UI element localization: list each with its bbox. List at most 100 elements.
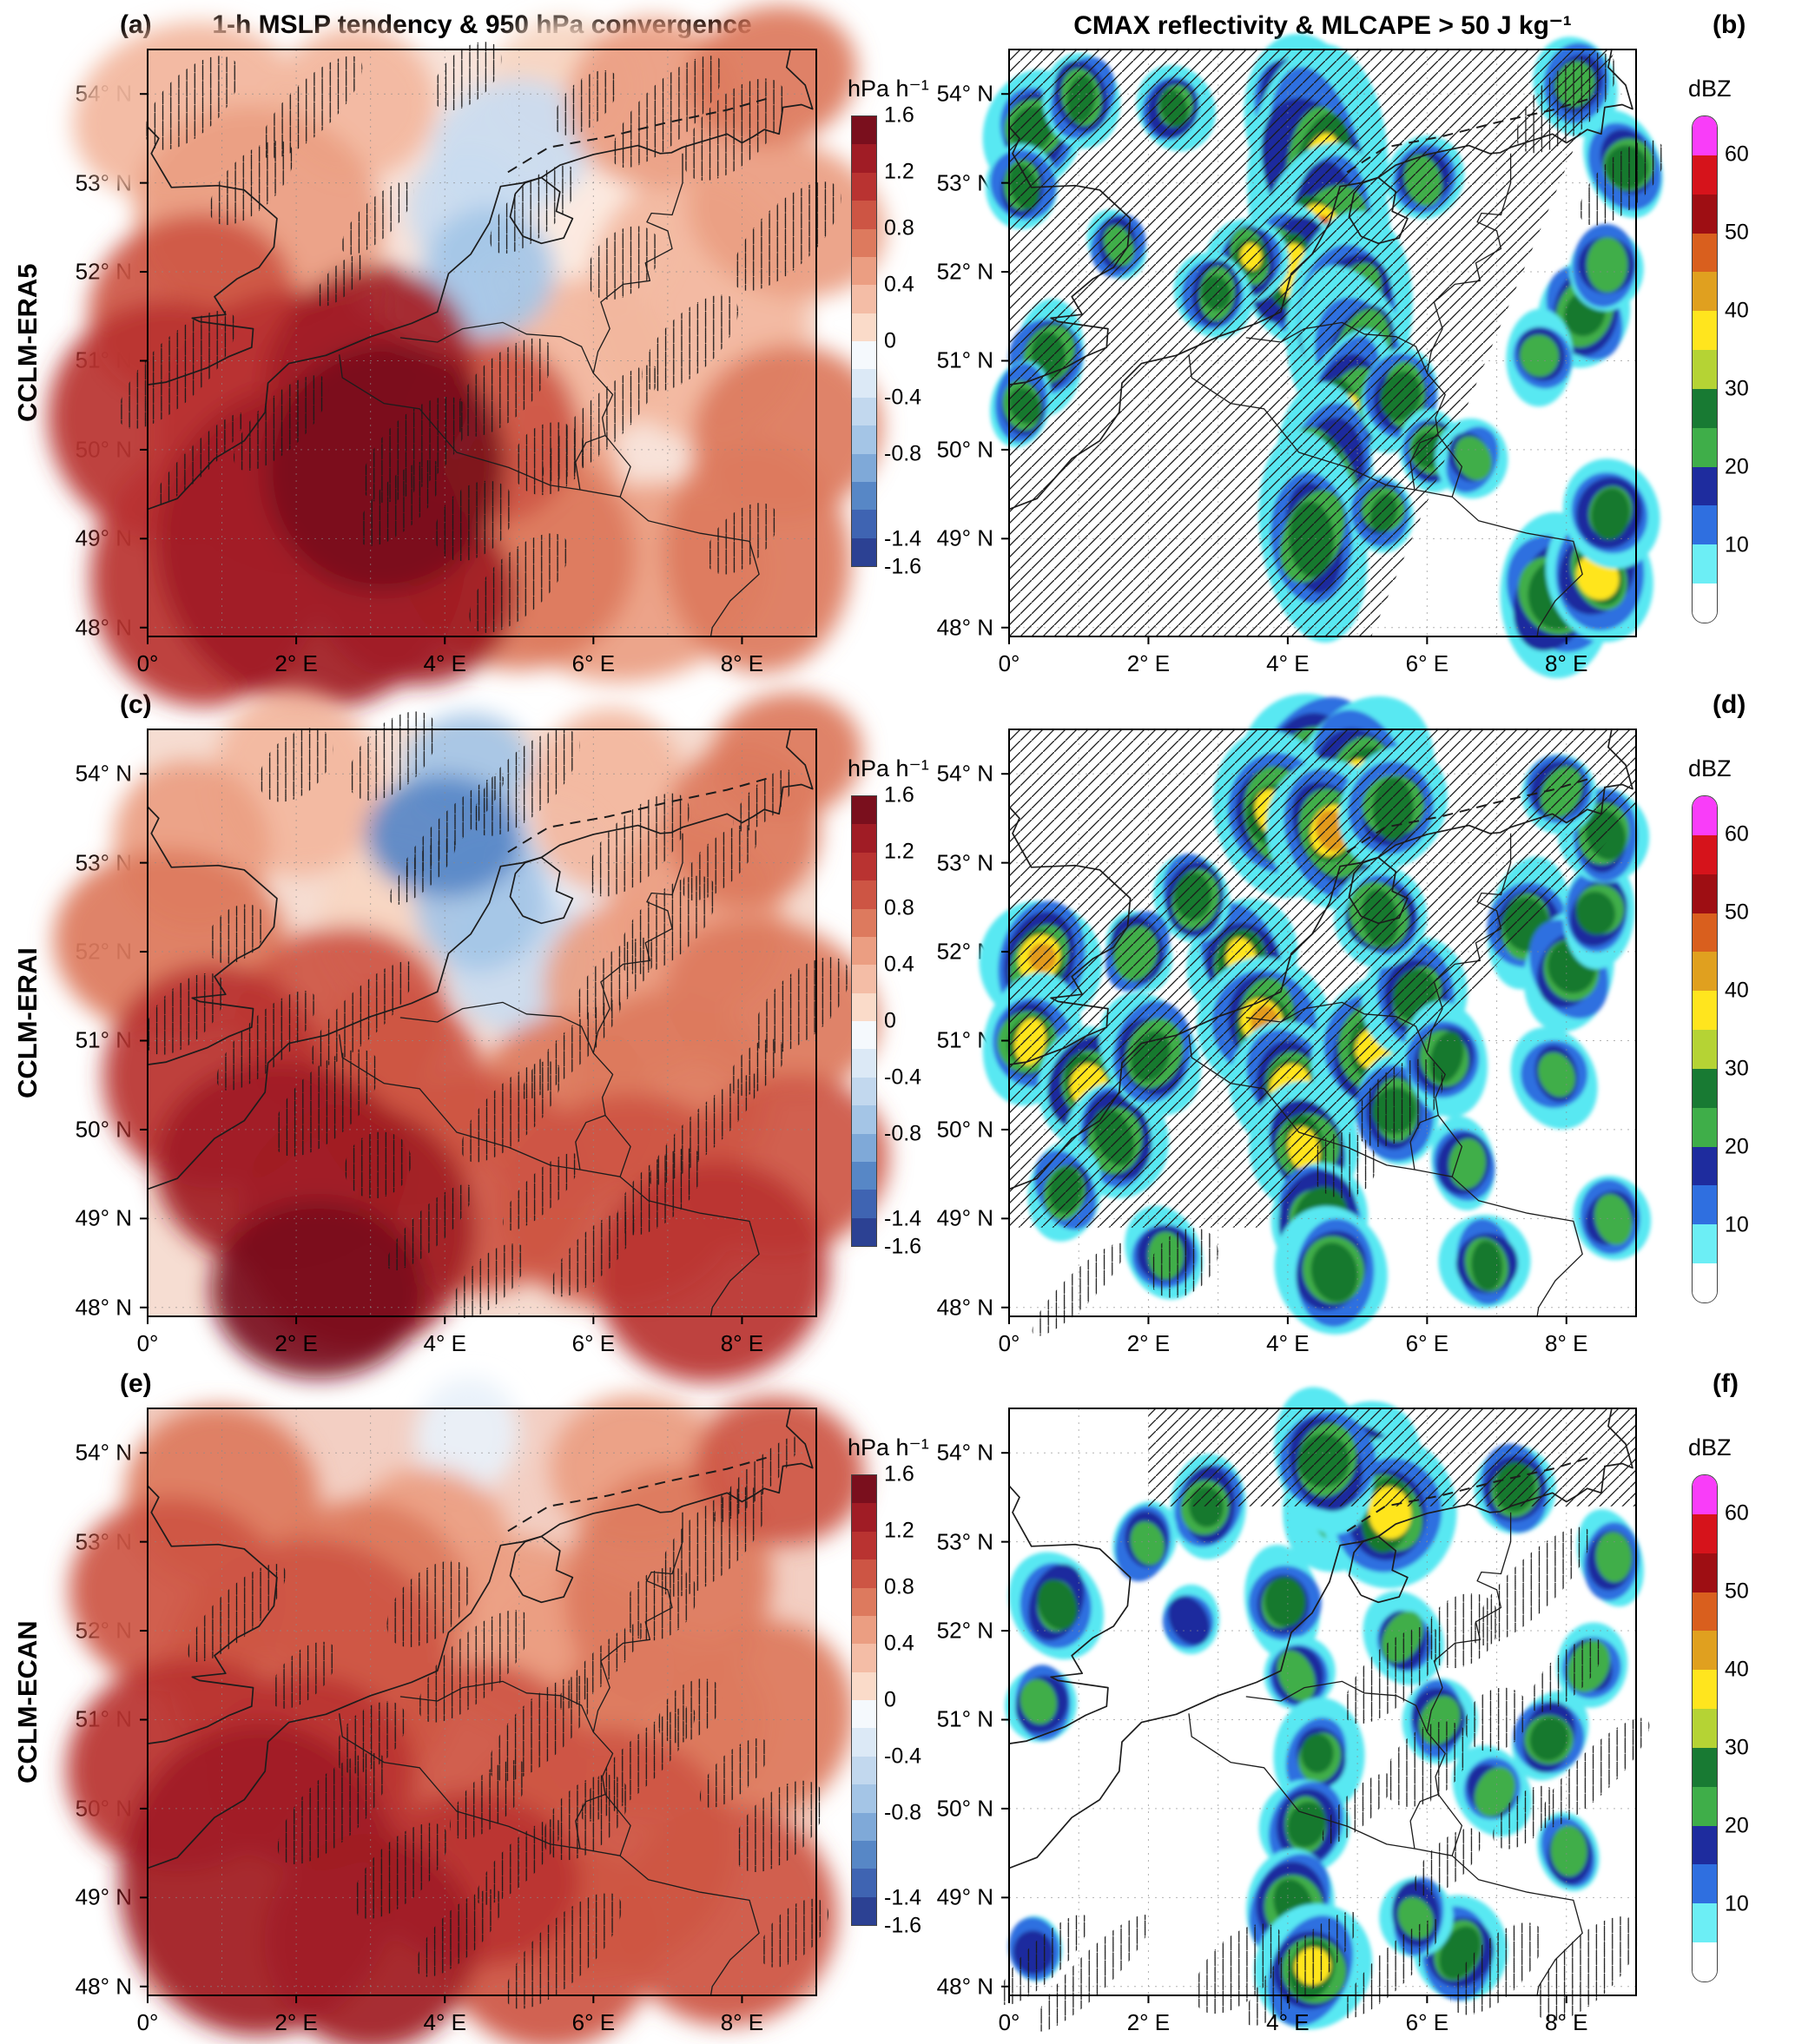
colorbar-segment xyxy=(852,397,876,426)
colorbar-segment xyxy=(852,1896,876,1925)
colorbar-tick-label: -1.6 xyxy=(884,554,922,579)
colorbar-segment xyxy=(852,908,876,937)
x-axis: 0° 2° E 4° E 6° E 8° E xyxy=(137,2001,816,2035)
y-tick-label: 52° N xyxy=(936,258,993,285)
map-panel-b xyxy=(982,33,1666,679)
colorbar-segment xyxy=(1693,834,1717,874)
colorbar-scale xyxy=(1692,795,1718,1303)
colorbar-tick-label: 0 xyxy=(884,1008,896,1033)
colorbar-title: hPa h⁻¹ xyxy=(848,1434,929,1460)
y-tick-label: 53° N xyxy=(936,849,993,876)
x-tick-label: 0° xyxy=(136,650,159,676)
colorbar-segment xyxy=(852,1812,876,1841)
colorbar-segment xyxy=(852,341,876,370)
colorbar-tick-label: -1.4 xyxy=(884,1206,922,1230)
colorbar-scale xyxy=(851,115,877,567)
colorbar-segment xyxy=(852,1531,876,1560)
x-tick-label: 8° E xyxy=(720,2009,764,2035)
row-label-cclm-ecan: CCLM-ECAN xyxy=(12,1620,43,1784)
colorbar-segment xyxy=(852,313,876,341)
colorbar-tick-label: 1.2 xyxy=(884,839,914,864)
y-tick-label: 49° N xyxy=(75,1204,132,1231)
colorbar-tick-label: 40 xyxy=(1725,298,1749,323)
panel-letter-e: (e) xyxy=(120,1369,152,1398)
colorbar-segment xyxy=(852,1161,876,1190)
x-tick-label: 0° xyxy=(998,650,1020,676)
colorbar-segment xyxy=(852,1021,876,1050)
colorbar-ticks: 1.6 1.2 0.8 0.4 0 -0.4 -0.8 -1.4 -1.6 xyxy=(884,1462,947,1938)
colorbar-segment xyxy=(852,1503,876,1532)
colorbar-segment xyxy=(852,285,876,313)
colorbar-tick-label: -0.4 xyxy=(884,1065,922,1090)
colorbar-segment xyxy=(1693,1185,1717,1225)
colorbar-segment xyxy=(1693,1825,1717,1865)
x-tick-label: 4° E xyxy=(423,650,466,676)
y-tick-label: 53° N xyxy=(936,1528,993,1555)
colorbar-segment xyxy=(852,256,876,286)
colorbar-tick-label: 0 xyxy=(884,1687,896,1712)
colorbar-tick-label: 1.2 xyxy=(884,1518,914,1543)
map-panel-f xyxy=(999,1387,1650,2032)
colorbar-tick-label: -0.8 xyxy=(884,1121,922,1146)
y-tick-label: 50° N xyxy=(936,1116,993,1143)
colorbar-segment xyxy=(852,1784,876,1813)
colorbar-segment xyxy=(1693,1263,1717,1302)
colorbar-segment xyxy=(852,481,876,511)
colorbar-tick-label: 10 xyxy=(1725,1891,1749,1916)
colorbar-segment xyxy=(852,992,876,1021)
colorbar-segment xyxy=(852,510,876,538)
colorbar-segment xyxy=(1693,427,1717,467)
colorbar-ticks: 1.6 1.2 0.8 0.4 0 -0.4 -0.8 -1.4 -1.6 xyxy=(884,103,947,579)
colorbar-segment xyxy=(852,1587,876,1616)
x-tick-label: 8° E xyxy=(1545,650,1588,676)
colorbar-segment xyxy=(852,1615,876,1645)
map-panel-d xyxy=(979,693,1652,1336)
colorbar-tick-label: 50 xyxy=(1725,900,1749,925)
x-tick-label: 8° E xyxy=(720,1330,764,1356)
colorbar-segment xyxy=(1693,913,1717,953)
colorbar-tick-label: 0.8 xyxy=(884,1574,914,1599)
colorbar-tick-label: -0.4 xyxy=(884,385,922,410)
colorbar-segment xyxy=(852,1644,876,1672)
y-tick-label: 48° N xyxy=(936,614,993,641)
colorbar-segment xyxy=(1693,311,1717,351)
colorbar-tick-label: 1.6 xyxy=(884,782,914,808)
colorbar-segment xyxy=(1693,1670,1717,1710)
colorbar-segment xyxy=(1693,233,1717,273)
y-tick-label: 52° N xyxy=(936,1617,993,1644)
y-axis: 54° N 53° N 52° N 51° N 50° N 49° N 48° N xyxy=(936,1408,1002,2000)
colorbar-segment xyxy=(1693,1513,1717,1553)
colorbar-segment xyxy=(852,852,876,881)
colorbar-segment xyxy=(852,1728,876,1757)
colorbar-segment xyxy=(852,1105,876,1134)
x-tick-label: 8° E xyxy=(1545,1330,1588,1356)
colorbar-segment xyxy=(852,144,876,173)
panel-letter-c: (c) xyxy=(120,690,152,719)
x-tick-label: 2° E xyxy=(1126,650,1171,676)
colorbar-segment xyxy=(852,1840,876,1869)
x-tick-label: 4° E xyxy=(1266,1330,1310,1356)
colorbar-segment xyxy=(1693,466,1717,506)
colorbar-title: hPa h⁻¹ xyxy=(848,76,929,102)
x-tick-label: 0° xyxy=(136,2009,159,2035)
colorbar-segment xyxy=(852,824,876,853)
colorbar-ticks: 1.6 1.2 0.8 0.4 0 -0.4 -0.8 -1.4 -1.6 xyxy=(884,783,947,1259)
x-tick-label: 6° E xyxy=(571,650,616,676)
colorbar-segment xyxy=(1693,1903,1717,1943)
y-tick-label: 51° N xyxy=(936,1705,993,1732)
y-tick-label: 51° N xyxy=(936,346,993,373)
y-tick-label: 49° N xyxy=(936,524,993,551)
colorbar-segment xyxy=(852,936,876,966)
map-panel-c xyxy=(53,689,889,1383)
colorbar-segment xyxy=(852,1049,876,1078)
colorbar-segment xyxy=(1693,1747,1717,1787)
colorbar-segment xyxy=(852,1475,876,1504)
colorbar-segment xyxy=(852,1190,876,1218)
colorbar-segment xyxy=(1693,1068,1717,1108)
map-panel-e xyxy=(66,1377,865,2044)
colorbar-segment xyxy=(852,228,876,257)
row-label-cclm-erai: CCLM-ERAI xyxy=(12,947,43,1098)
colorbar-segment xyxy=(1693,1786,1717,1826)
colorbar-ticks: 60 50 40 30 20 10 xyxy=(1725,115,1787,623)
